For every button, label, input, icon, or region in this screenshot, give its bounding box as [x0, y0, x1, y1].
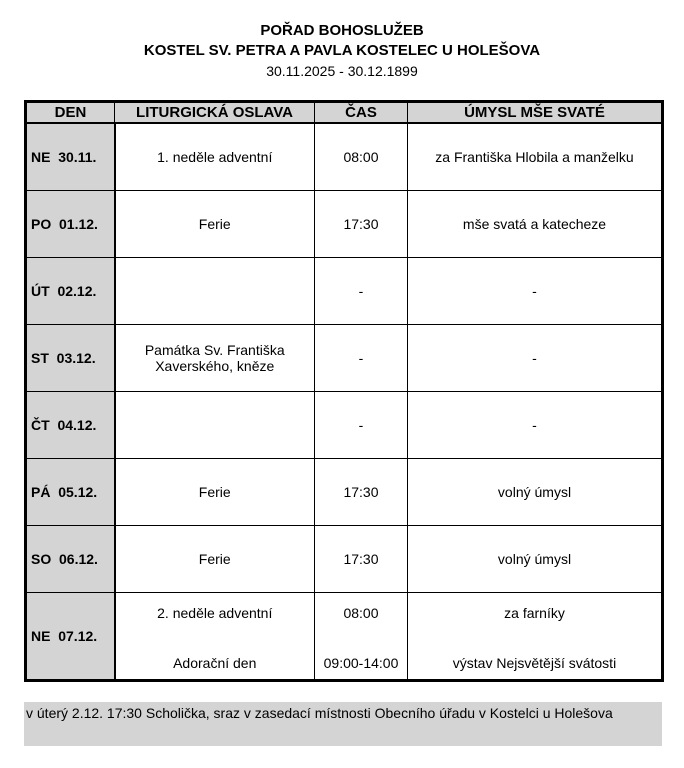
feast-cell: Ferie — [114, 458, 315, 526]
time-cell-main: 08:00 — [343, 605, 379, 621]
time-cell: - — [314, 257, 408, 325]
feast-cell: 2. neděle adventní Adorační den — [114, 592, 315, 681]
intention-cell: - — [407, 257, 663, 325]
col-day: DEN — [25, 101, 115, 124]
feast-cell: Památka Sv. Františka Xaverského, kněze — [114, 324, 315, 392]
feast-cell — [114, 391, 315, 459]
intention-cell-secondary: výstav Nejsvětější svátosti — [452, 655, 617, 671]
church-name: KOSTEL SV. PETRA A PAVLA KOSTELEC U HOLE… — [143, 42, 541, 59]
intention-cell: - — [407, 391, 663, 459]
day-cell: PO 01.12. — [25, 190, 116, 258]
table-row: NE 07.12. 2. neděle adventní Adorační den 0… — [25, 592, 663, 681]
feast-cell: 1. neděle adventní — [114, 122, 315, 191]
day-cell: ÚT 02.12. — [25, 257, 116, 325]
feast-cell-main: 2. neděle adventní — [157, 605, 273, 621]
time-cell: - — [314, 391, 408, 459]
intention-cell: za Františka Hlobila a manželku — [407, 122, 663, 191]
time-cell: 17:30 — [314, 458, 408, 526]
time-cell-secondary: 09:00-14:00 — [323, 655, 399, 671]
table-row: PÁ 05.12. Ferie 17:30 volný úmysl — [25, 458, 663, 526]
time-cell: 08:00 — [314, 122, 408, 191]
intention-cell: mše svatá a katecheze — [407, 190, 663, 258]
table-header: DEN LITURGICKÁ OSLAVA ČAS ÚMYSL MŠE SVAT… — [25, 101, 663, 124]
time-cell: 17:30 — [314, 525, 408, 593]
day-cell: SO 06.12. — [25, 525, 116, 593]
date-range: 30.11.2025 - 30.12.1899 — [266, 63, 418, 79]
table-row: ČT 04.12. - - — [25, 391, 663, 459]
feast-cell — [114, 257, 315, 325]
feast-cell: Ferie — [114, 525, 315, 593]
time-cell: 17:30 — [314, 190, 408, 258]
intention-cell: volný úmysl — [407, 525, 663, 593]
table-row: SO 06.12. Ferie 17:30 volný úmysl — [25, 525, 663, 593]
feast-cell-secondary: Adorační den — [173, 655, 257, 671]
announcement-note: v úterý 2.12. 17:30 Scholička, sraz v za… — [24, 702, 662, 746]
page-title: POŘAD BOHOSLUŽEB — [260, 22, 424, 39]
time-cell: - — [314, 324, 408, 392]
intention-cell: volný úmysl — [407, 458, 663, 526]
col-intention: ÚMYSL MŠE SVATÉ — [407, 101, 663, 124]
intention-cell: - — [407, 324, 663, 392]
day-cell: ST 03.12. — [25, 324, 116, 392]
time-cell: 08:00 09:00-14:00 — [314, 592, 408, 681]
col-feast: LITURGICKÁ OSLAVA — [114, 101, 315, 124]
day-cell: NE 30.11. — [25, 122, 116, 191]
intention-cell-main: za farníky — [504, 605, 565, 621]
day-cell: ČT 04.12. — [25, 391, 116, 459]
col-time: ČAS — [314, 101, 408, 124]
day-cell: NE 07.12. — [25, 592, 116, 681]
feast-cell: Ferie — [114, 190, 315, 258]
day-cell: PÁ 05.12. — [25, 458, 116, 526]
table-row: NE 30.11. 1. neděle adventní 08:00 za Frant… — [25, 122, 663, 191]
table-row: PO 01.12. Ferie 17:30 mše svatá a katecheze — [25, 190, 663, 258]
table-row: ST 03.12. Památka Sv. Františka Xaverskéh… — [25, 324, 663, 392]
intention-cell: za farníky výstav Nejsvětější svátosti — [407, 592, 663, 681]
table-row: ÚT 02.12. - - — [25, 257, 663, 325]
schedule-table: DEN LITURGICKÁ OSLAVA ČAS ÚMYSL MŠE SVAT… — [24, 100, 664, 682]
